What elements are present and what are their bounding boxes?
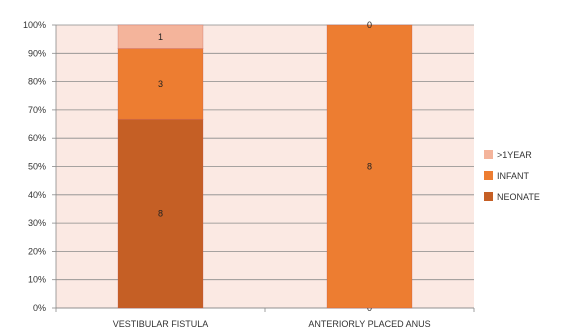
data-label: 0 — [367, 20, 372, 30]
y-tick-label: 20% — [28, 246, 46, 256]
data-label: 8 — [367, 162, 372, 172]
y-tick-label: 0% — [33, 303, 46, 313]
y-tick-label: 60% — [28, 133, 46, 143]
legend-swatch — [484, 192, 493, 201]
y-tick-label: 70% — [28, 105, 46, 115]
bar-segment — [117, 24, 204, 49]
legend-label: NEONATE — [497, 192, 540, 202]
legend-label: INFANT — [497, 171, 530, 181]
y-tick-label: 40% — [28, 190, 46, 200]
x-category-label: VESTIBULAR FISTULA — [113, 319, 209, 329]
y-tick-label: 50% — [28, 162, 46, 172]
x-category-label: ANTERIORLY PLACED ANUS — [308, 319, 430, 329]
y-tick-label: 10% — [28, 275, 46, 285]
y-tick-label: 90% — [28, 48, 46, 58]
bar-segment — [326, 24, 413, 309]
bar-segment — [117, 118, 204, 309]
legend-swatch — [484, 150, 493, 159]
y-tick-label: 30% — [28, 218, 46, 228]
bar-segment — [117, 48, 204, 120]
legend-label: >1YEAR — [497, 150, 532, 160]
data-label: 8 — [158, 209, 163, 219]
data-label: 1 — [158, 32, 163, 42]
y-tick-label: 100% — [23, 20, 46, 30]
y-tick-label: 80% — [28, 77, 46, 87]
data-label: 3 — [158, 79, 163, 89]
legend-swatch — [484, 171, 493, 180]
